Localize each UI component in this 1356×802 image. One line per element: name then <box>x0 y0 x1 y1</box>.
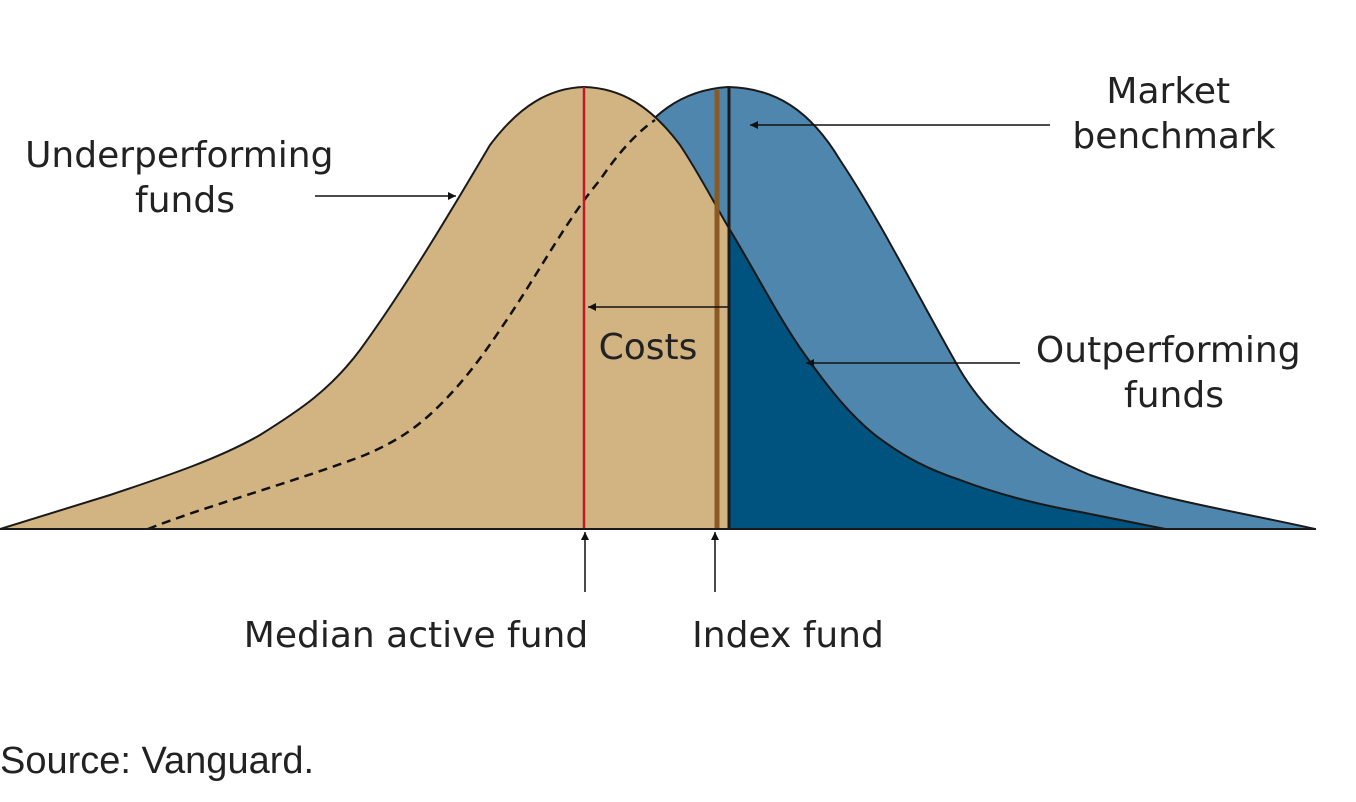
label-line: funds <box>1124 375 1224 416</box>
label: Index fund <box>692 615 884 656</box>
label: Market benchmark <box>1072 71 1275 157</box>
label-line: benchmark <box>1072 116 1275 157</box>
source: Source: Vanguard. <box>0 740 314 782</box>
dashed-distribution <box>147 118 656 531</box>
label-line: Outperforming <box>1036 330 1301 371</box>
label-line: Market <box>1106 71 1230 112</box>
label-line: Underperforming <box>25 135 333 176</box>
label-line: funds <box>135 180 235 221</box>
label: Median active fund <box>244 615 588 656</box>
label: Outperforming funds <box>1036 330 1312 416</box>
label: Costs <box>599 327 698 368</box>
outperforming-area <box>730 228 1166 530</box>
label: Underperforming funds <box>25 135 345 221</box>
